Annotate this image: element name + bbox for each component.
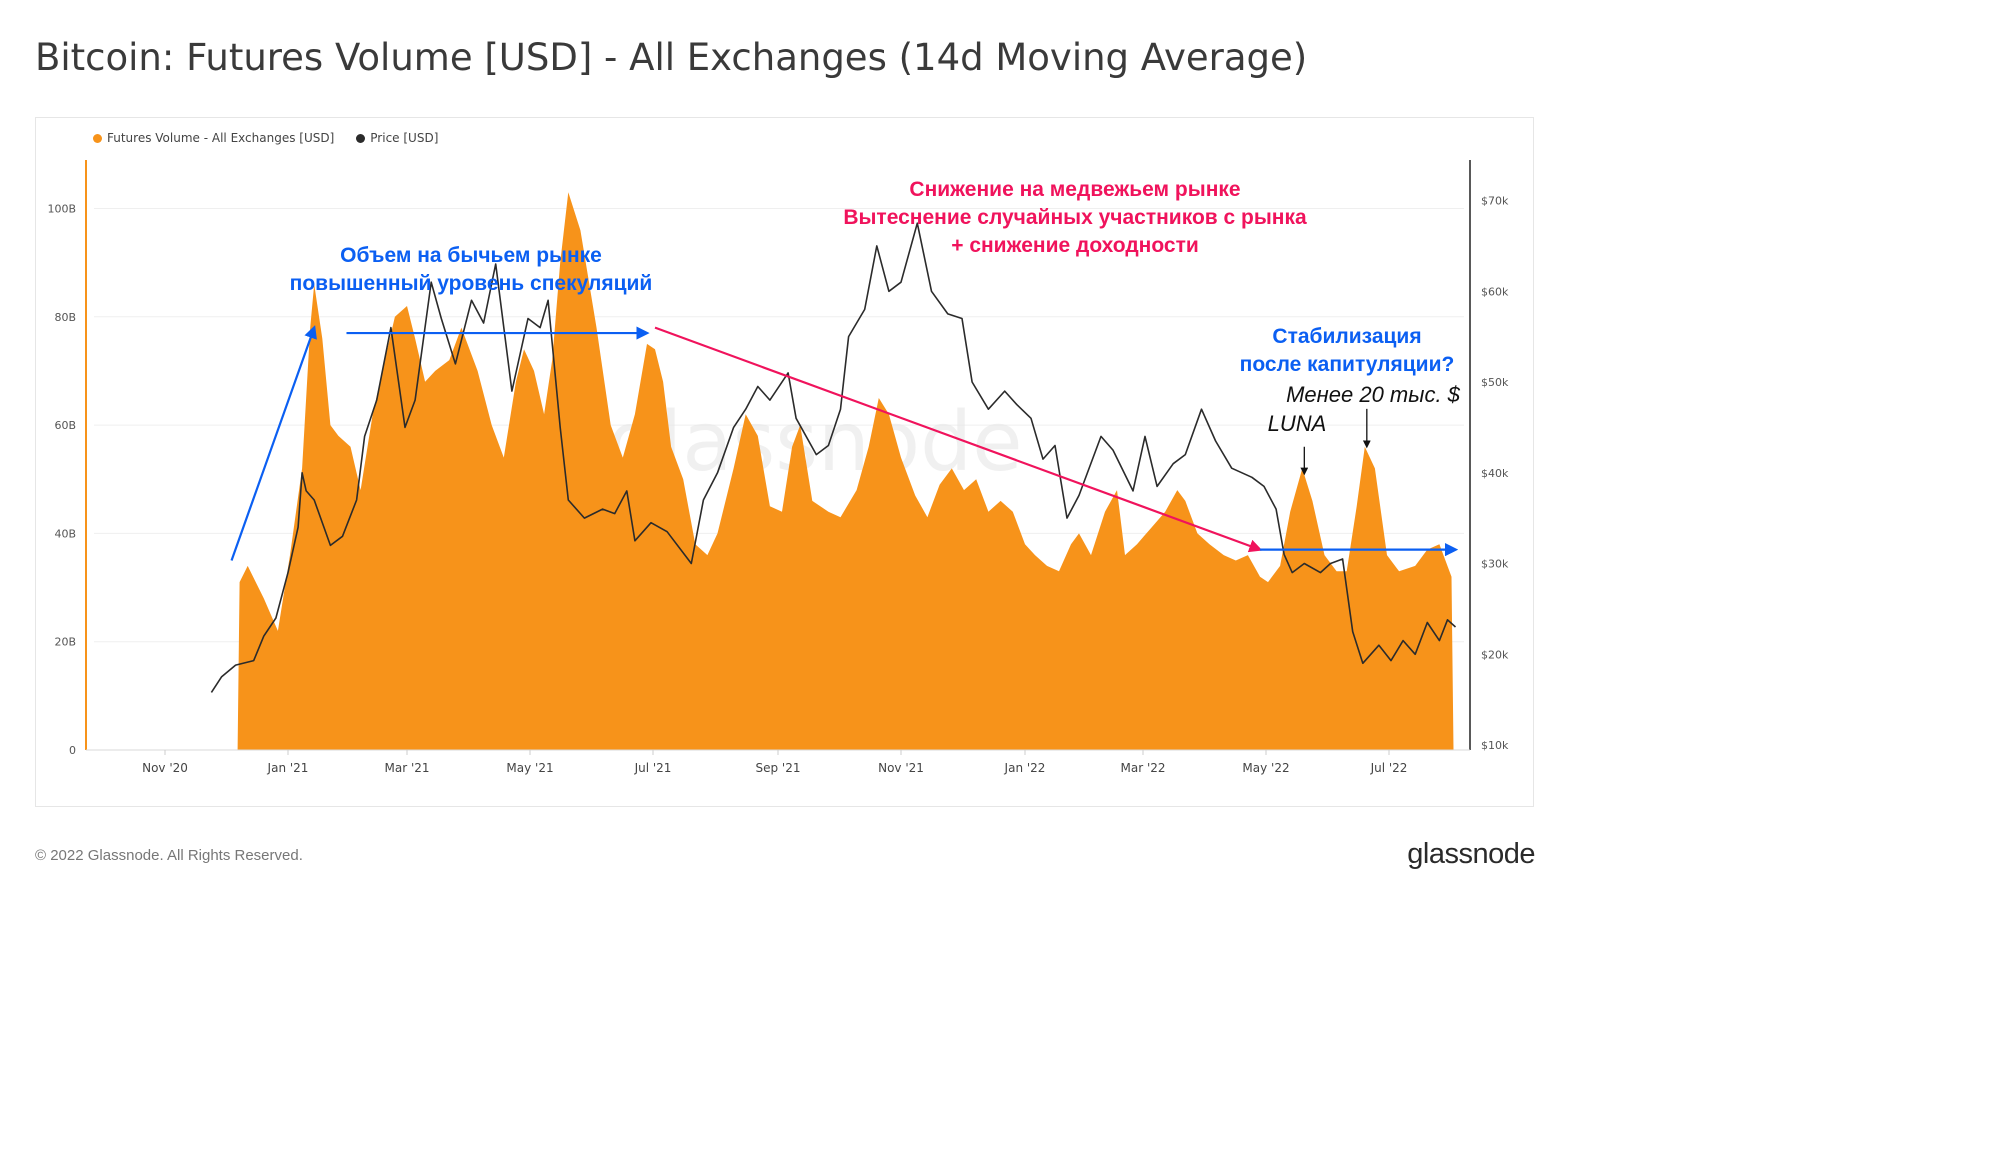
x-tick-label: May '22 (1242, 761, 1289, 775)
annotation-text: + снижение доходности (951, 234, 1199, 257)
chart-frame (35, 117, 1534, 807)
legend-item-futures-volume[interactable]: Futures Volume - All Exchanges [USD] (93, 131, 334, 145)
y-right-tick-label: $30k (1481, 558, 1509, 571)
y-left-tick-label: 40B (54, 527, 76, 540)
y-right-tick-label: $50k (1481, 376, 1509, 389)
footer-copyright: © 2022 Glassnode. All Rights Reserved. (35, 847, 303, 864)
x-tick-label: Nov '20 (142, 761, 188, 775)
footer-logo[interactable]: glassnode (1407, 838, 1535, 870)
y-right-tick-label: $40k (1481, 467, 1509, 480)
x-tick-label: Nov '21 (878, 761, 924, 775)
x-tick-label: Jul '22 (1370, 761, 1408, 775)
annotation-text: Вытеснение случайных участников с рынка (843, 206, 1307, 229)
annotation-text: Объем на бычьем рынке (340, 244, 602, 267)
annotation-text: повышенный уровень спекуляций (290, 272, 653, 295)
annotation-text: LUNA (1268, 411, 1327, 436)
y-right-tick-label: $20k (1481, 648, 1509, 661)
y-right-tick-label: $10k (1481, 739, 1509, 752)
annotation-text: Менее 20 тыс. $ (1286, 382, 1461, 407)
x-tick-label: Jan '22 (1004, 761, 1046, 775)
annotation-text: после капитуляции? (1240, 353, 1455, 376)
annotation-arrow (230, 325, 317, 561)
y-right-tick-label: $60k (1481, 285, 1509, 298)
page-title: Bitcoin: Futures Volume [USD] - All Exch… (35, 36, 1308, 79)
x-tick-label: Jan '21 (267, 761, 309, 775)
x-tick-label: Mar '22 (1120, 761, 1165, 775)
chart-legend: Futures Volume - All Exchanges [USD] Pri… (93, 131, 438, 145)
price-line (210, 222, 1457, 693)
legend-label-futures-volume: Futures Volume - All Exchanges [USD] (107, 131, 335, 145)
futures-volume-area (237, 192, 1454, 751)
y-left-tick-label: 0 (69, 744, 76, 757)
x-tick-label: May '21 (506, 761, 553, 775)
legend-item-price[interactable]: Price [USD] (356, 131, 438, 145)
x-tick-label: Mar '21 (384, 761, 429, 775)
chart-svg: glassnode020B40B60B80B100B$10k$20k$30k$4… (47, 160, 1509, 775)
x-tick-label: Jul '21 (634, 761, 672, 775)
annotation-text: Стабилизация (1272, 325, 1421, 348)
legend-marker-price (356, 133, 366, 143)
y-left-tick-label: 80B (54, 311, 76, 324)
legend-label-price: Price [USD] (370, 131, 439, 145)
legend-marker-futures-volume (93, 133, 102, 143)
annotation-arrow (654, 326, 1263, 553)
x-tick-label: Sep '21 (756, 761, 801, 775)
y-left-tick-label: 20B (54, 636, 76, 649)
y-left-tick-label: 60B (54, 419, 76, 432)
y-right-tick-label: $70k (1481, 195, 1509, 208)
annotation-text: Снижение на медвежьем рынке (909, 178, 1240, 201)
y-left-tick-label: 100B (47, 203, 76, 216)
